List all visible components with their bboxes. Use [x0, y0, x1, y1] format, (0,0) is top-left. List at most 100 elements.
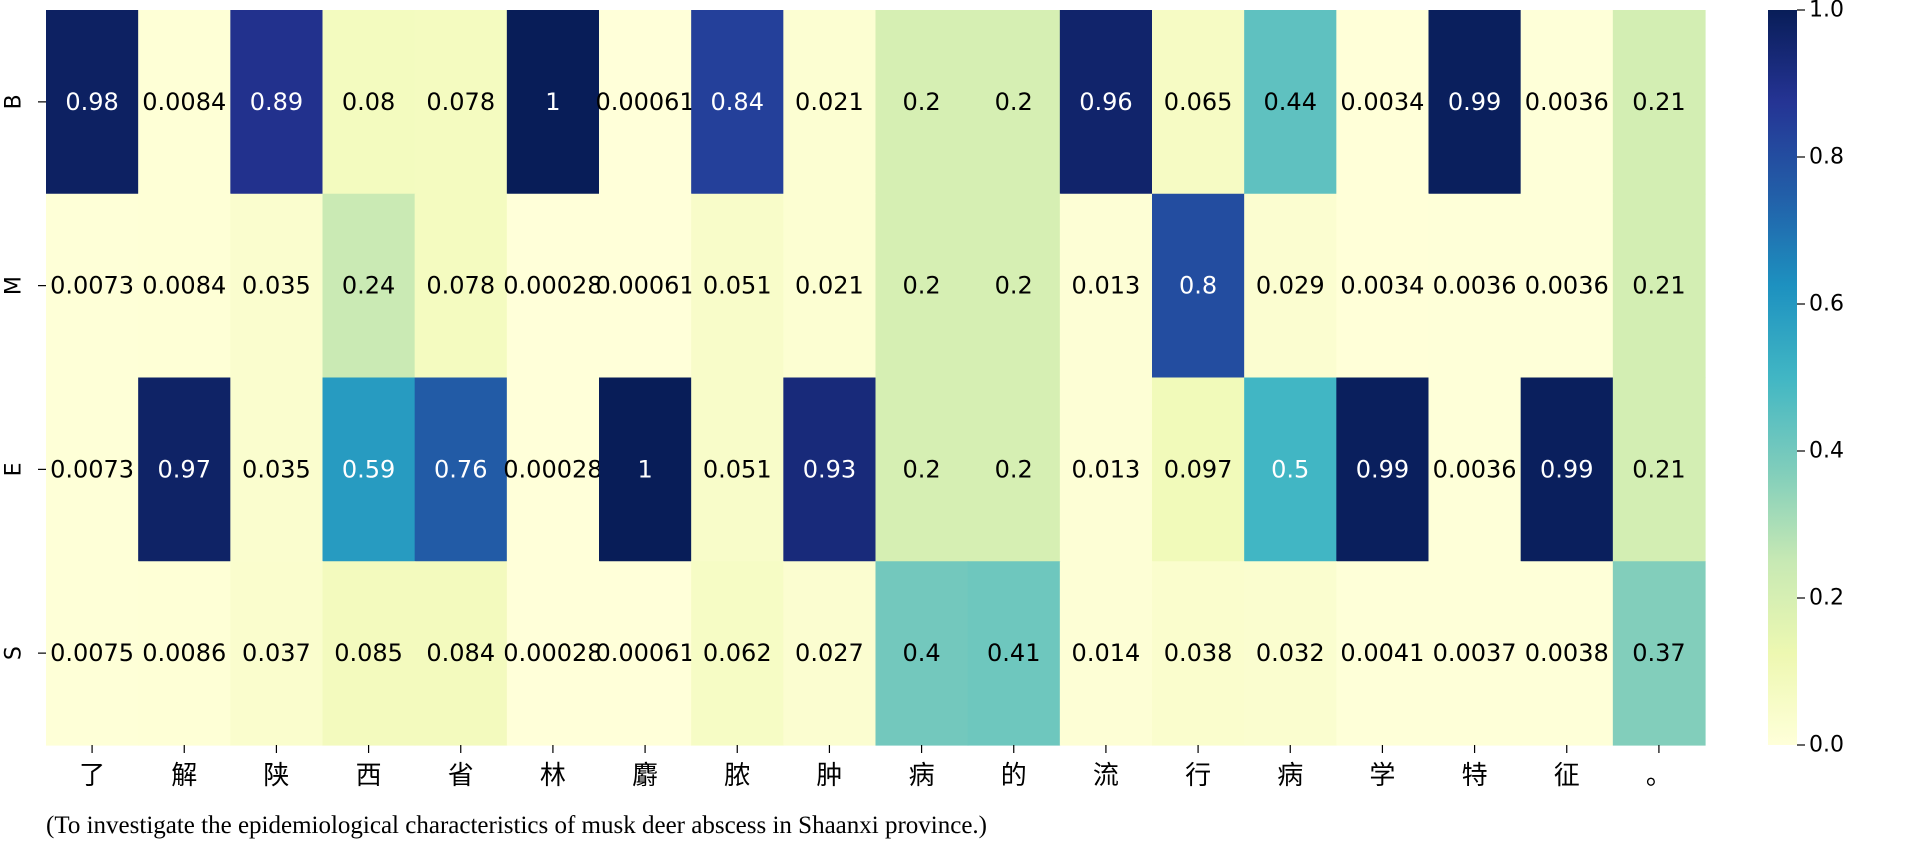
cell-value-label: 0.084 — [426, 639, 495, 667]
heatmap-cell-E-3 — [322, 377, 416, 562]
cell-value-label: 0.035 — [242, 272, 311, 300]
y-tick-label-B: B — [2, 94, 27, 109]
heatmap-cell-M-4 — [414, 193, 508, 379]
heatmap-cell-M-12 — [1152, 193, 1245, 379]
cell-value-label: 0.99 — [1540, 455, 1593, 483]
cell-value-label: 0.21 — [1632, 455, 1685, 483]
heatmap-cell-E-9 — [875, 377, 969, 562]
colorbar-tick-label: 0.8 — [1809, 145, 1844, 170]
cell-value-label: 0.41 — [987, 639, 1040, 667]
heatmap-cell-B-0 — [46, 10, 139, 195]
cell-value-label: 0.0075 — [50, 639, 134, 667]
cell-value-label: 0.029 — [1256, 272, 1325, 300]
colorbar: 0.0 0.2 0.4 0.6 0.8 1.0 — [1768, 0, 1844, 758]
cell-value-label: 0.2 — [902, 272, 940, 300]
cell-value-label: 0.0036 — [1525, 88, 1609, 116]
cell-value-label: 0.032 — [1256, 639, 1325, 667]
x-tick-label-10: 的 — [1001, 761, 1027, 791]
heatmap-cell-E-4 — [414, 377, 508, 562]
heatmap-cell-B-15 — [1428, 10, 1522, 195]
heatmap-cell-M-8 — [783, 193, 877, 379]
heatmap-cell-S-12 — [1152, 561, 1245, 746]
heatmap-cell-S-4 — [414, 561, 508, 746]
cell-value-label: 0.37 — [1632, 639, 1685, 667]
cell-value-label: 0.013 — [1072, 272, 1141, 300]
heatmap-cell-E-0 — [46, 377, 139, 562]
cell-value-label: 0.21 — [1632, 272, 1685, 300]
x-tick-label-12: 行 — [1185, 761, 1211, 791]
heatmap-cell-S-11 — [1059, 561, 1153, 746]
cell-value-label: 0.037 — [242, 639, 311, 667]
heatmap-cell-S-7 — [691, 561, 784, 746]
heatmap-cell-S-13 — [1244, 561, 1337, 746]
heatmap-cell-E-11 — [1059, 377, 1153, 562]
x-tick-label-0: 了 — [79, 761, 105, 791]
cell-value-label: 0.051 — [703, 455, 772, 483]
x-axis: 了 解 陕 西 省 林 麝 脓 肿 病 的 流 行 病 学 特 征 。 — [79, 745, 1672, 791]
x-tick-label-14: 学 — [1369, 761, 1395, 791]
cell-value-label: 0.078 — [426, 272, 495, 300]
cell-value-label: 0.0034 — [1340, 88, 1424, 116]
cell-value-label: 0.2 — [902, 88, 940, 116]
cell-value-label: 0.078 — [426, 88, 495, 116]
cell-value-label: 0.085 — [334, 639, 403, 667]
heatmap-cell-M-1 — [138, 193, 231, 379]
heatmap-cell-S-9 — [875, 561, 969, 746]
heatmap-cell-E-7 — [691, 377, 784, 562]
cell-value-label: 0.00028 — [503, 272, 602, 300]
y-tick-label-M: M — [2, 276, 27, 295]
heatmap-cell-B-4 — [414, 10, 508, 195]
heatmap-cell-S-14 — [1336, 561, 1430, 746]
heatmap-cell-M-14 — [1336, 193, 1430, 379]
cell-value-label: 0.96 — [1079, 88, 1132, 116]
cell-value-label: 0.2 — [902, 455, 940, 483]
heatmap-cell-B-8 — [783, 10, 877, 195]
cell-value-label: 0.00061 — [595, 88, 694, 116]
cell-value-label: 0.59 — [342, 455, 395, 483]
heatmap-cell-S-17 — [1612, 561, 1706, 746]
cell-value-label: 0.0086 — [142, 639, 226, 667]
x-tick-label-13: 病 — [1277, 761, 1303, 791]
heatmap-cell-M-9 — [875, 193, 969, 379]
cell-value-label: 0.99 — [1448, 88, 1501, 116]
x-tick-label-11: 流 — [1093, 761, 1119, 791]
cell-value-label: 0.0036 — [1525, 272, 1609, 300]
heatmap-cell-M-15 — [1428, 193, 1522, 379]
heatmap-cell-M-6 — [599, 193, 692, 379]
cell-value-label: 0.035 — [242, 455, 311, 483]
x-tick-label-6: 麝 — [632, 761, 658, 791]
heatmap-cell-S-15 — [1428, 561, 1522, 746]
heatmap-cell-B-2 — [230, 10, 324, 195]
cell-value-label: 0.89 — [250, 88, 303, 116]
heatmap-cell-B-10 — [967, 10, 1061, 195]
colorbar-tick-label: 0.0 — [1809, 733, 1844, 758]
heatmap-cell-B-5 — [506, 10, 600, 195]
heatmap-cell-M-16 — [1520, 193, 1614, 379]
x-tick-label-16: 征 — [1554, 761, 1580, 791]
x-tick-label-9: 病 — [909, 761, 935, 791]
heatmap-cell-E-6 — [599, 377, 692, 562]
heatmap-cell-S-8 — [783, 561, 877, 746]
heatmap-cell-B-17 — [1612, 10, 1706, 195]
heatmap-cell-B-3 — [322, 10, 416, 195]
heatmap-cell-M-10 — [967, 193, 1061, 379]
heatmap-cell-B-14 — [1336, 10, 1430, 195]
cell-value-label: 0.44 — [1264, 88, 1317, 116]
y-tick-label-E: E — [2, 462, 27, 476]
cell-value-label: 0.065 — [1164, 88, 1233, 116]
heatmap-cell-B-6 — [599, 10, 692, 195]
heatmap-cell-B-9 — [875, 10, 969, 195]
x-tick-label-17: 。 — [1646, 761, 1672, 791]
heatmap-cell-S-1 — [138, 561, 231, 746]
heatmap-cell-E-12 — [1152, 377, 1245, 562]
cell-value-label: 0.2 — [995, 88, 1033, 116]
heatmap-cell-E-8 — [783, 377, 877, 562]
heatmap-cell-B-12 — [1152, 10, 1245, 195]
x-tick-label-2: 陕 — [263, 761, 289, 791]
heatmap-cells: 0.98 0.0084 0.89 0.08 0.078 1 0.00061 0.84 0.021… — [46, 10, 1706, 746]
heatmap-cell-M-2 — [230, 193, 324, 379]
cell-value-label: 0.00028 — [503, 455, 602, 483]
heatmap-cell-B-16 — [1520, 10, 1614, 195]
heatmap-cell-M-3 — [322, 193, 416, 379]
